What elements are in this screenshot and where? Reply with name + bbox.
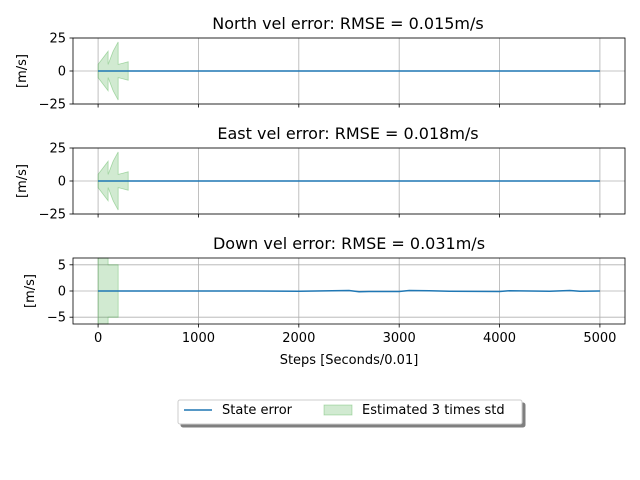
panel-east-plot: −25 0 25 (39, 142, 626, 223)
east-ytick-label: 25 (49, 142, 66, 157)
down-xtick-label: 5000 (583, 331, 616, 346)
down-ytick-label: 0 (58, 285, 66, 300)
panel-east: East vel error: RMSE = 0.018m/s [m/s] −2… (15, 124, 626, 223)
north-ytick-label: 0 (58, 65, 66, 80)
panel-down-title: Down vel error: RMSE = 0.031m/s (213, 234, 485, 253)
north-ytick-label: 25 (49, 32, 66, 47)
down-xtick-label: 4000 (483, 331, 516, 346)
down-state-error-line (98, 289, 600, 293)
legend-patch-swatch (323, 404, 353, 416)
panel-north-plot: −25 0 25 (39, 32, 626, 113)
legend-frame (177, 399, 523, 425)
panel-down: Down vel error: RMSE = 0.031m/s [m/s] St… (23, 234, 626, 368)
panel-north: North vel error: RMSE = 0.015m/s [m/s] −… (15, 14, 626, 113)
north-ytick-label: −25 (39, 98, 66, 113)
down-xtick-label: 2000 (282, 331, 315, 346)
panel-north-ylabel: [m/s] (15, 54, 30, 88)
panel-down-plot: −5 0 5 0 1000 2000 3000 4000 5000 (47, 257, 626, 346)
x-axis-label: Steps [Seconds/0.01] (280, 353, 419, 368)
panel-down-ylabel: [m/s] (23, 274, 38, 308)
down-xtick-label: 0 (94, 331, 102, 346)
east-ytick-label: −25 (39, 208, 66, 223)
legend-label-3std: Estimated 3 times std (362, 403, 505, 418)
down-ytick-label: −5 (47, 311, 66, 326)
panel-east-ylabel: [m/s] (15, 164, 30, 198)
panel-north-title: North vel error: RMSE = 0.015m/s (212, 14, 484, 33)
down-xtick-label: 1000 (182, 331, 215, 346)
panel-east-title: East vel error: RMSE = 0.018m/s (217, 124, 478, 143)
east-ytick-label: 0 (58, 175, 66, 190)
down-ytick-label: 5 (58, 258, 66, 273)
legend: State error Estimated 3 times std (177, 399, 523, 425)
down-xtick-label: 3000 (383, 331, 416, 346)
legend-label-state-error: State error (222, 403, 293, 418)
